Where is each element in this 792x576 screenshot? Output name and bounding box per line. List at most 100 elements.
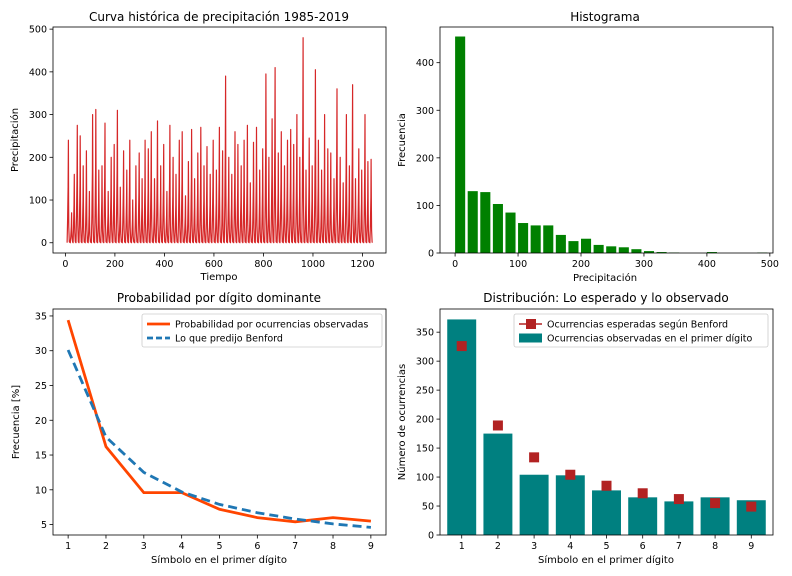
expected-occurrences-marker: [565, 469, 576, 480]
probability-legend: [141, 313, 383, 348]
rainfall-x-tick-label: 1200: [350, 259, 374, 270]
probability-y-tick-label: 5: [41, 520, 47, 531]
rainfall-y-tick-label: 0: [41, 238, 47, 249]
histogram-bar: [518, 223, 529, 253]
probability-x-tick-label: 1: [65, 541, 71, 552]
distribution-x-tick-label: 4: [567, 541, 573, 552]
observed-probability-line: [66, 319, 372, 524]
probability-y-tick-label: 30: [35, 346, 47, 357]
rainfall-x-tick-label: 800: [254, 259, 272, 270]
distribution-y-tick-label: 200: [416, 415, 434, 426]
distribution-legend-label: Ocurrencias observadas en el primer dígi…: [547, 334, 753, 345]
distribution-y-tick-label: 50: [422, 502, 434, 513]
distribution-y-tick-label: 150: [416, 444, 434, 455]
distribution-legend-swatch: [526, 319, 536, 329]
probability-x-axis-label: Símbolo en el primer dígito: [151, 554, 287, 566]
distribution-x-tick-label: 2: [495, 541, 501, 552]
distribution-x-tick-label: 6: [640, 541, 646, 552]
histogram-y-tick-label: 0: [428, 249, 434, 260]
expected-occurrences-marker: [746, 501, 757, 512]
probability-chart-title: Probabilidad por dígito dominante: [117, 291, 321, 305]
observed-occurrences-bar: [447, 319, 477, 535]
rainfall-x-tick-label: 0: [62, 259, 68, 270]
distribution-plot-frame: [439, 308, 774, 536]
histogram-bar: [631, 249, 642, 253]
rainfall-y-tick-label: 500: [29, 25, 47, 36]
observed-occurrences-bar: [483, 433, 513, 535]
histogram-bar: [492, 203, 503, 253]
expected-occurrences-marker: [529, 452, 540, 463]
probability-y-tick-label: 10: [35, 485, 47, 496]
histogram-panel: Histograma Precipitación Frecuencia 0 100…: [397, 10, 779, 284]
histogram-bar: [643, 251, 655, 253]
expected-vs-observed-panel: Distribución: Lo esperado y lo observado…: [396, 291, 774, 566]
distribution-x-tick-label: 5: [603, 541, 609, 552]
observed-occurrences-bar: [555, 475, 585, 535]
histogram-bar: [467, 191, 478, 253]
distribution-y-tick-label: 0: [428, 531, 434, 542]
probability-y-tick-label: 15: [35, 451, 47, 462]
distribution-y-tick-label: 250: [416, 386, 434, 397]
probability-legend-label: Probabilidad por ocurrencias observadas: [175, 320, 368, 331]
histogram-bar: [530, 225, 541, 253]
rainfall-x-tick-label: 400: [155, 259, 173, 270]
probability-y-tick-label: 20: [35, 416, 47, 427]
rainfall-y-tick-label: 200: [29, 153, 47, 164]
rainfall-plot-frame: [52, 26, 387, 254]
histogram-bar: [656, 252, 667, 253]
histogram-bar: [606, 246, 617, 253]
probability-x-tick-label: 3: [141, 541, 147, 552]
histogram-y-tick-label: 300: [416, 106, 434, 117]
histogram-y-tick-label: 200: [416, 153, 434, 164]
probability-x-tick-label: 8: [330, 541, 336, 552]
probability-x-tick-label: 7: [292, 541, 298, 552]
rainfall-chart-title: Curva histórica de precipitación 1985-20…: [89, 10, 349, 24]
distribution-y-tick-label: 100: [416, 473, 434, 484]
distribution-x-tick-label: 1: [459, 541, 465, 552]
histogram-x-tick-label: 200: [572, 259, 590, 270]
distribution-y-tick-label: 350: [416, 328, 434, 339]
rainfall-y-tick-label: 100: [29, 196, 47, 207]
observed-occurrences-bar: [592, 490, 621, 535]
histogram-x-tick-label: 100: [509, 259, 527, 270]
distribution-x-tick-label: 8: [712, 541, 718, 552]
probability-x-tick-label: 5: [216, 541, 222, 552]
histogram-bar: [581, 238, 592, 253]
histogram-x-tick-label: 0: [452, 259, 458, 270]
histogram-bar: [480, 192, 491, 253]
histogram-x-tick-label: 300: [635, 259, 653, 270]
distribution-x-tick-label: 9: [748, 541, 754, 552]
distribution-x-tick-label: 3: [531, 541, 537, 552]
probability-legend-label: Lo que predijo Benford: [175, 334, 283, 345]
histogram-bar: [618, 247, 629, 253]
probability-x-tick-label: 2: [103, 541, 109, 552]
probability-x-tick-label: 9: [368, 541, 374, 552]
expected-occurrences-marker: [601, 480, 612, 491]
histogram-bar: [543, 225, 554, 253]
histogram-y-tick-label: 400: [416, 58, 434, 69]
probability-y-tick-label: 25: [35, 381, 47, 392]
probability-x-tick-label: 4: [179, 541, 185, 552]
expected-occurrences-marker: [637, 488, 648, 499]
probability-x-tick-label: 6: [254, 541, 260, 552]
distribution-chart-title: Distribución: Lo esperado y lo observado: [483, 291, 728, 305]
probability-plot-frame: [52, 308, 387, 536]
histogram-bar: [455, 36, 466, 253]
rainfall-y-tick-label: 400: [29, 67, 47, 78]
rainfall-x-axis-label: Tiempo: [200, 272, 238, 283]
histogram-bar: [555, 234, 566, 253]
rainfall-x-tick-label: 600: [205, 259, 223, 270]
histogram-title: Histograma: [570, 10, 640, 24]
rainfall-y-axis-label: Precipitación: [9, 108, 21, 172]
histogram-plot-frame: [439, 26, 774, 254]
histogram-x-tick-label: 400: [698, 259, 716, 270]
observed-occurrences-bar: [664, 501, 694, 535]
rainfall-x-tick-label: 1000: [301, 259, 325, 270]
benford-prediction-line: [66, 349, 372, 529]
observed-occurrences-bar: [628, 497, 658, 535]
distribution-x-axis-label: Símbolo en el primer dígito: [538, 554, 674, 566]
observed-occurrences-bar: [519, 474, 549, 535]
expected-occurrences-marker: [492, 420, 503, 431]
rainfall-time-series-panel: Curva histórica de precipitación 1985-20…: [9, 10, 387, 283]
